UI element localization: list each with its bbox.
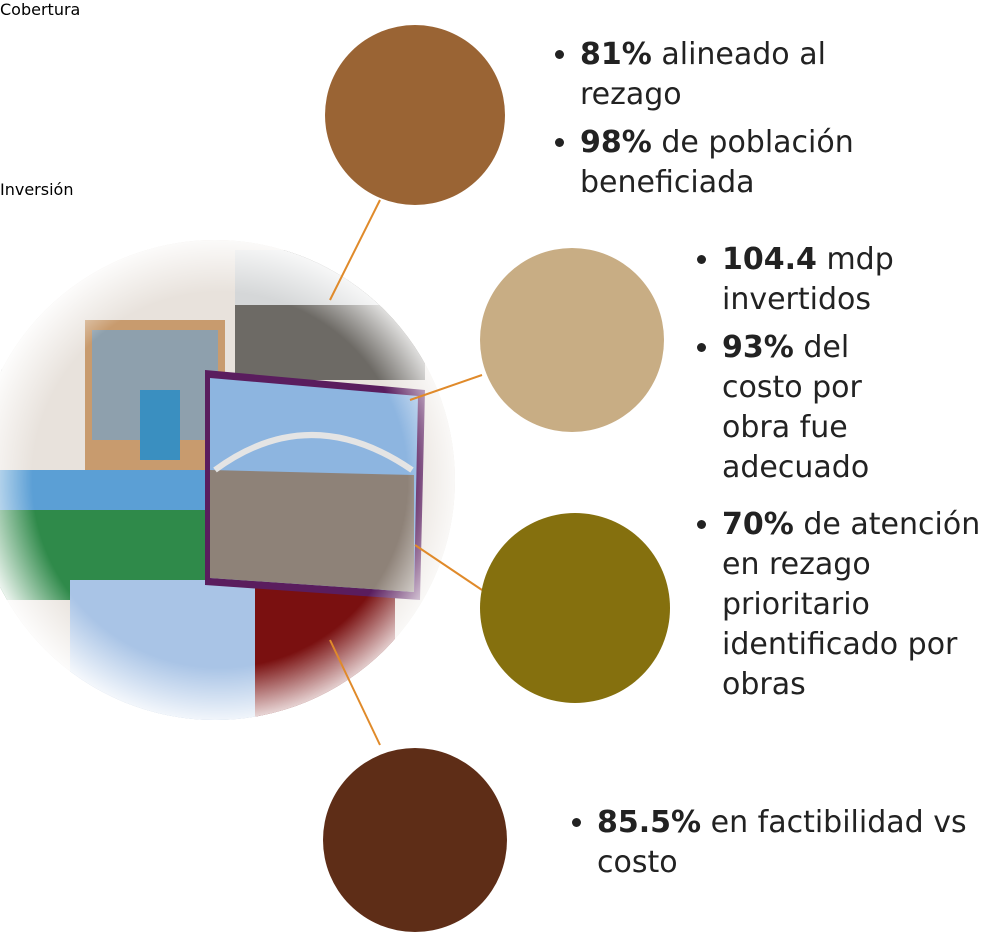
bullet: 93% del costo por obra fue adecuado [722, 328, 932, 488]
bullet: 104.4 mdp invertidos [722, 240, 932, 320]
bullet-list: 85.5% en factibilidad vs costo [575, 803, 987, 891]
bullet: 70% de atención en rezago prioritario id… [722, 505, 992, 705]
connector [330, 200, 380, 300]
bullet-value: 98% [580, 125, 652, 160]
bullet-value: 85.5% [597, 805, 701, 840]
bullet: 81% alineado al rezago [580, 35, 870, 115]
bullet-list: 81% alineado al rezago98% de población b… [558, 35, 870, 211]
bullet: 85.5% en factibilidad vs costo [597, 803, 987, 883]
bullet-value: 70% [722, 507, 794, 542]
bullet-value: 81% [580, 37, 652, 72]
node-circle [480, 513, 670, 703]
bullet-value: 104.4 [722, 242, 817, 277]
bullet: 98% de población beneficiada [580, 123, 870, 203]
bullet-list: 104.4 mdp invertidos93% del costo por ob… [700, 240, 932, 496]
bullet-list: 70% de atención en rezago prioritario id… [700, 505, 992, 713]
bullet-value: 93% [722, 330, 794, 365]
node-circle [480, 248, 664, 432]
node-circle [323, 748, 507, 932]
node-circle [325, 25, 505, 205]
photo-collage [0, 230, 470, 730]
infographic: Cobertura81% alineado al rezago98% de po… [0, 0, 992, 935]
